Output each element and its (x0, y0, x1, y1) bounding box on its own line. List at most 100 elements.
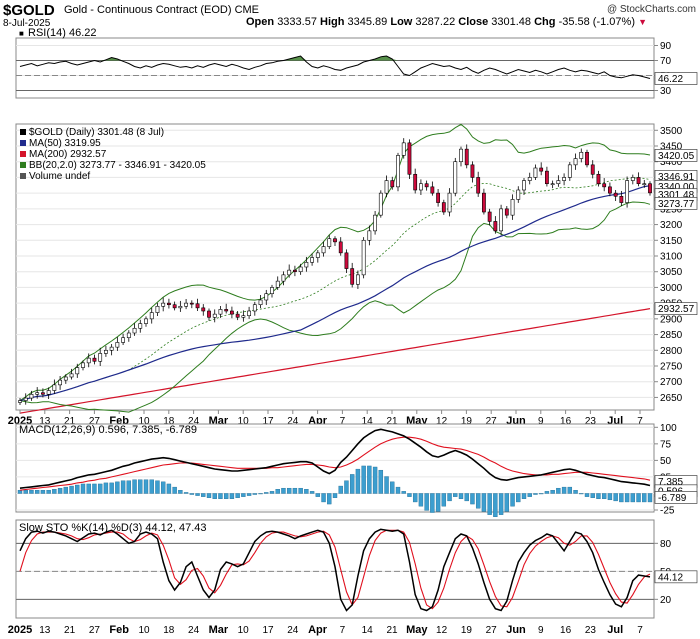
candle-body (436, 192, 440, 203)
price-panel-tick-label: 2750 (660, 362, 683, 373)
x-axis-label: 9 (538, 416, 544, 427)
macd-panel-tick-label: 75 (660, 439, 672, 450)
macd-histogram-bar (390, 481, 395, 494)
candle-body (338, 241, 343, 254)
macd-histogram-bar (630, 493, 636, 503)
candle-body (533, 167, 538, 178)
low-value: 3287.22 (415, 16, 456, 28)
macd-histogram-bar (470, 493, 475, 505)
price-legend-swatch (20, 173, 26, 179)
price-right-label: 3420.05 (658, 151, 695, 162)
macd-histogram-bar (493, 493, 498, 517)
rsi-legend: RSI(14) 46.22 (28, 27, 96, 39)
x-axis-label-bottom: 21 (64, 625, 76, 636)
macd-panel-tick-label: 100 (660, 423, 677, 434)
price-legend-swatch (20, 140, 26, 146)
macd-histogram-bar (412, 493, 418, 503)
candle-body (104, 349, 108, 354)
macd-histogram-bar (504, 493, 510, 512)
macd-histogram-bar (321, 493, 326, 503)
x-axis-label: 27 (486, 416, 498, 427)
rsi-last-label: 46.22 (658, 74, 683, 85)
macd-histogram-bar (590, 493, 595, 498)
price-panel-tick-label: 3250 (660, 204, 683, 215)
macd-histogram-bar (120, 480, 126, 494)
rsi-panel-frame (15, 37, 655, 99)
x-axis-label-bottom: 24 (287, 625, 299, 636)
candle-body (625, 180, 629, 203)
price-panel-tick-label: 3400 (660, 157, 683, 168)
price-panel-tick-label: 3050 (660, 267, 683, 278)
candle-body (195, 303, 200, 309)
candle-body (167, 302, 171, 306)
macd-histogram-bar (378, 469, 384, 494)
macd-histogram-bar (264, 492, 269, 494)
macd-histogram-bar (556, 487, 561, 494)
price-panel-tick-label: 3100 (660, 252, 683, 263)
macd-histogram-bar (475, 493, 481, 509)
macd-histogram-bar (344, 480, 349, 494)
x-axis-label-bottom: 12 (436, 625, 448, 636)
x-axis-label-bottom: 24 (188, 625, 200, 636)
sto-d-line (19, 529, 651, 610)
macd-histogram-bar (315, 493, 321, 497)
chart-date: 8-Jul-2025 (3, 18, 51, 29)
macd-histogram-bar (275, 489, 280, 494)
macd-histogram-bar (458, 493, 464, 499)
macd-histogram-bar (521, 493, 527, 499)
price-panel-tick-label: 2900 (660, 314, 683, 325)
candle-body (212, 313, 217, 318)
high-value: 3345.89 (347, 16, 388, 28)
watermark: @ StockCharts.com (606, 4, 696, 15)
macd-histogram-bar (384, 476, 389, 494)
candle-body (585, 151, 589, 166)
candle-body (298, 266, 303, 273)
candle-body (648, 183, 652, 194)
candle-body (419, 183, 423, 191)
candle-body (550, 183, 555, 186)
candle-body (178, 305, 183, 309)
macd-histogram-bar (327, 493, 332, 505)
macd-histogram-bar (201, 493, 206, 497)
candle-body (201, 307, 206, 312)
price-panel-tick-label: 3150 (660, 236, 683, 247)
macd-histogram-bar (464, 493, 469, 502)
candle-body (344, 252, 349, 269)
candle-body (361, 239, 366, 276)
candle-body (499, 208, 503, 232)
candle-body (235, 313, 240, 318)
macd-histogram-bar (533, 493, 538, 495)
macd-histogram-bar (75, 484, 80, 494)
sto-legend: Slow STO %K(14) %D(3) 44.12, 47.43 (19, 522, 207, 534)
price-right-label: 3340.00 (658, 182, 695, 193)
macd-histogram-bar (624, 493, 630, 503)
macd-histogram-bar (304, 489, 309, 494)
candle-body (545, 170, 549, 185)
macd-panel-tick-label: 50 (660, 456, 672, 467)
candle-body (396, 155, 400, 188)
candle-body (453, 161, 458, 194)
candle-body (52, 384, 57, 391)
x-axis-label-bottom: 14 (362, 625, 374, 636)
x-axis-label-bottom: 23 (585, 625, 597, 636)
macd-histogram-bar (584, 493, 590, 497)
price-legend-swatch (20, 151, 26, 157)
macd-histogram-bar (281, 487, 286, 494)
sto-k-line (19, 528, 651, 612)
macd-legend: MACD(12,26,9) 0.596, 7.385, -6.789 (19, 424, 197, 436)
candle-body (447, 192, 452, 213)
macd-histogram-bar (544, 491, 550, 494)
macd-histogram-bar (52, 489, 57, 494)
candle-body (487, 211, 492, 222)
candle-body (459, 148, 463, 163)
x-axis-label-bottom: 13 (39, 625, 51, 636)
macd-histogram-bar (109, 482, 114, 494)
x-axis-label-bottom: 18 (163, 625, 175, 636)
x-axis-label: 19 (461, 416, 473, 427)
macd-histogram-bar (619, 493, 624, 503)
macd-histogram-bar (367, 465, 372, 494)
rsi-panel-tick-label: 30 (660, 86, 672, 97)
chg-label: Chg (534, 16, 556, 28)
macd-histogram-bar (258, 493, 263, 495)
